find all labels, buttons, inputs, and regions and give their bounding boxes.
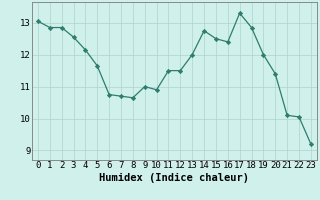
- X-axis label: Humidex (Indice chaleur): Humidex (Indice chaleur): [100, 173, 249, 183]
